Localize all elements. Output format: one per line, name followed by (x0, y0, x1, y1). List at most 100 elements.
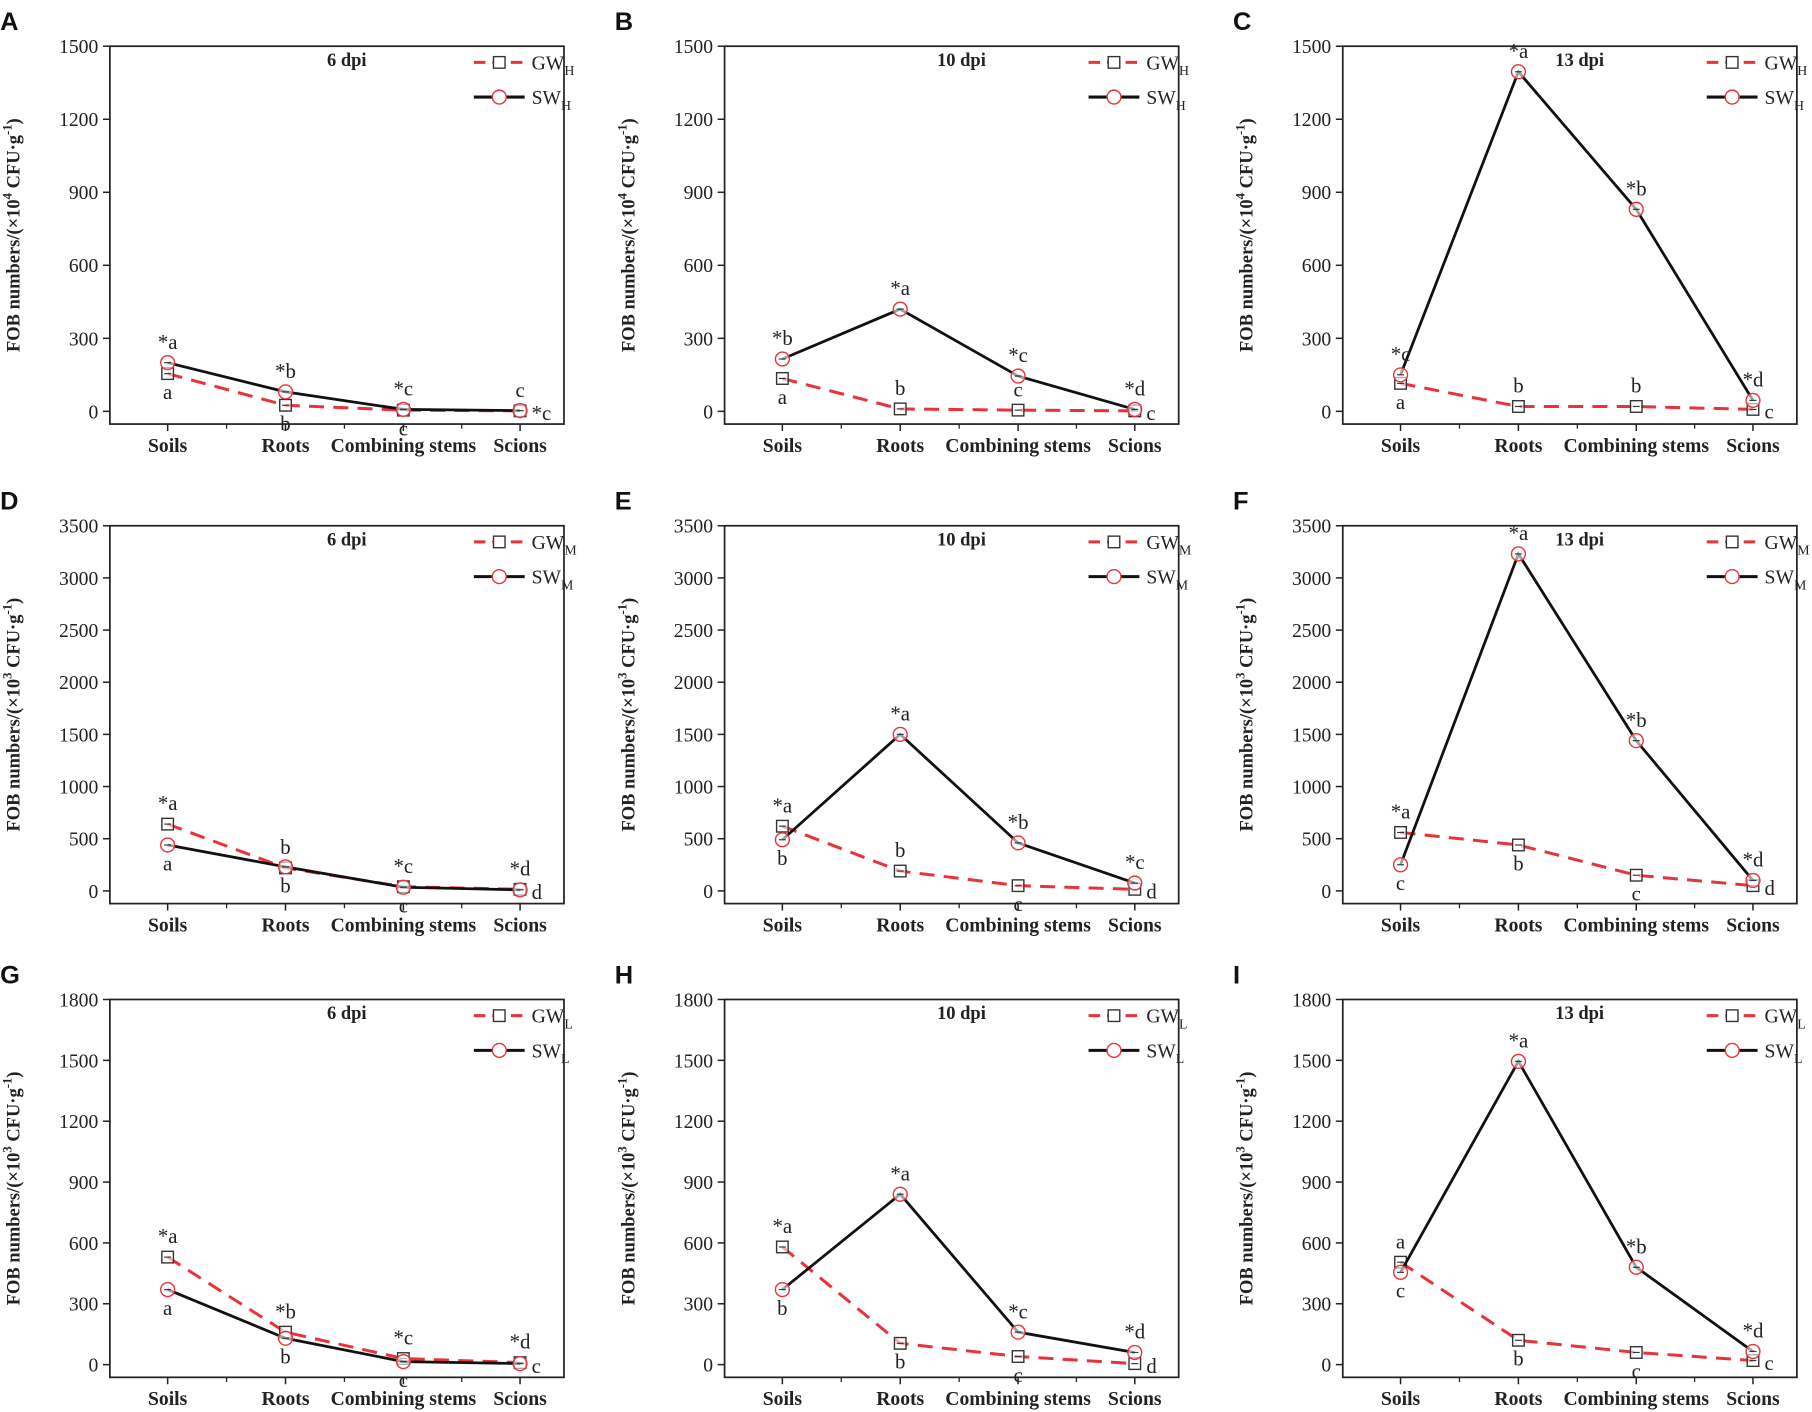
y-axis-label-part: ) (1237, 1072, 1258, 1078)
significance-label: c (1765, 1352, 1774, 1375)
y-tick-label: 500 (684, 829, 714, 851)
legend-subscript: H (1176, 98, 1186, 113)
x-tick-label: Scions (1108, 1388, 1162, 1410)
y-axis-label-part: 3 (1234, 673, 1248, 679)
significance-label: *d (1124, 1321, 1145, 1344)
y-tick-label: 3500 (1292, 516, 1331, 538)
y-axis-label: FOB numbers/(×104 CFU·g-1) (1234, 118, 1258, 352)
legend-label-gw: GWM (532, 532, 577, 558)
legend-marker-gw (492, 55, 506, 69)
legend-subscript: H (561, 98, 571, 113)
y-tick-label: 1800 (674, 989, 713, 1011)
panel-title: 13 dpi (1555, 1003, 1604, 1023)
y-tick-label: 0 (89, 881, 99, 903)
legend-series-name: GW (1765, 532, 1798, 554)
y-tick-label: 3000 (59, 568, 98, 590)
y-tick-label: 1200 (59, 1111, 98, 1133)
significance-label: c (1146, 402, 1155, 425)
panel-title: 10 dpi (937, 1003, 986, 1023)
x-tick-label: Combining stems (331, 1388, 477, 1410)
y-axis-label: FOB numbers/(×103 CFU·g-1) (1234, 598, 1258, 832)
y-axis-label-part: FOB numbers/(×10 (618, 679, 639, 832)
significance-label: c (532, 1355, 541, 1378)
y-tick-label: 2000 (674, 672, 713, 694)
y-tick-label: 2500 (1292, 620, 1331, 642)
y-axis-label-part: CFU·g (1237, 134, 1257, 193)
legend-marker-gw (1725, 535, 1739, 549)
y-tick-label: 500 (1302, 829, 1332, 851)
y-tick-label: 1000 (59, 776, 98, 798)
x-tick-label: Scions (1108, 914, 1162, 936)
y-axis-label-part: CFU·g (618, 1088, 638, 1147)
significance-label: *a (890, 277, 910, 300)
y-axis-label-part: ) (1237, 118, 1258, 124)
y-tick-label: 1500 (1292, 1050, 1331, 1072)
y-tick-label: 0 (703, 881, 713, 903)
panel-i: I 0 300 600 900 1200 1500 1800 Soils Roots Combini… (1233, 961, 1806, 1410)
legend-label-gw: GWH (532, 52, 575, 78)
legend-marker-sw (1106, 89, 1122, 105)
significance-label: c (1396, 1280, 1405, 1303)
series-line-gw (167, 372, 521, 413)
legend-label-gw: GWH (1765, 52, 1808, 78)
significance-label: *c (1391, 343, 1411, 366)
panel-letter: D (0, 488, 18, 516)
legend-subscript: L (1797, 1016, 1805, 1031)
significance-label: c (399, 418, 408, 441)
y-axis-label-part: 4 (1234, 192, 1248, 199)
significance-label: a (163, 852, 172, 875)
y-tick-label: 900 (69, 182, 99, 204)
legend-subscript: M (561, 577, 573, 592)
x-tick-label: Combining stems (945, 1388, 1091, 1410)
significance-label: c (1632, 883, 1641, 906)
legend-label-sw: SWH (532, 87, 571, 113)
y-axis-label-part: ) (618, 1072, 639, 1078)
x-tick-label: Scions (1726, 435, 1780, 457)
y-tick-label: 500 (69, 829, 99, 851)
y-tick-label: 3000 (674, 568, 713, 590)
y-tick-label: 1200 (1292, 109, 1331, 131)
y-tick-label: 300 (1302, 1294, 1332, 1316)
y-axis-label-part: FOB numbers/(×10 (618, 1153, 639, 1306)
legend-subscript: L (1176, 1051, 1184, 1066)
legend-subscript: M (1176, 577, 1188, 592)
significance-label: c (515, 379, 524, 402)
plot-frame (1341, 524, 1798, 905)
legend-subscript: L (564, 1016, 572, 1031)
series-line-sw (1399, 69, 1755, 402)
significance-label: *c (1008, 1300, 1028, 1323)
significance-label: *d (1124, 378, 1145, 401)
y-tick-label: 3500 (674, 516, 713, 538)
significance-label: *c (394, 855, 414, 878)
panel-g: G 0 300 600 900 1200 1500 1800 Soils Roots Combini… (0, 961, 573, 1410)
x-tick-label: Soils (1381, 914, 1421, 936)
y-axis-label-part: -1 (1234, 124, 1248, 135)
significance-label: *a (1391, 801, 1411, 824)
y-axis-label: FOB numbers/(×103 CFU·g-1) (1, 1072, 25, 1306)
significance-label: d (1146, 1355, 1157, 1378)
y-axis-label-part: -1 (615, 124, 629, 135)
significance-label: a (1396, 1230, 1405, 1253)
y-axis-label: FOB numbers/(×103 CFU·g-1) (1234, 1072, 1258, 1306)
y-axis-label: FOB numbers/(×104 CFU·g-1) (1, 118, 25, 352)
panel-title: 6 dpi (327, 529, 367, 549)
y-tick-label: 600 (684, 1233, 714, 1255)
y-tick-label: 1800 (1292, 989, 1331, 1011)
x-tick-label: Combining stems (1563, 914, 1709, 936)
y-axis-label: FOB numbers/(×104 CFU·g-1) (615, 118, 639, 352)
x-tick-label: Soils (1381, 435, 1421, 457)
y-axis-label-part: -1 (1, 1078, 15, 1089)
x-tick-label: Combining stems (1563, 1388, 1709, 1410)
x-tick-label: Roots (876, 435, 924, 457)
series-line-gw (1400, 830, 1754, 888)
legend-subscript: L (561, 1051, 569, 1066)
panel-title: 10 dpi (937, 529, 986, 549)
legend-series-name: GW (1146, 532, 1179, 554)
legend-series-name: GW (532, 1006, 565, 1028)
panel-f: F 0 500 1000 1500 2000 2500 3000 3500 Soils Roots C… (1233, 488, 1810, 937)
significance-label: c (1765, 401, 1774, 424)
y-axis-label: FOB numbers/(×103 CFU·g-1) (1, 598, 25, 832)
x-tick-label: Scions (493, 1388, 547, 1410)
y-axis-label-part: ) (618, 118, 639, 124)
